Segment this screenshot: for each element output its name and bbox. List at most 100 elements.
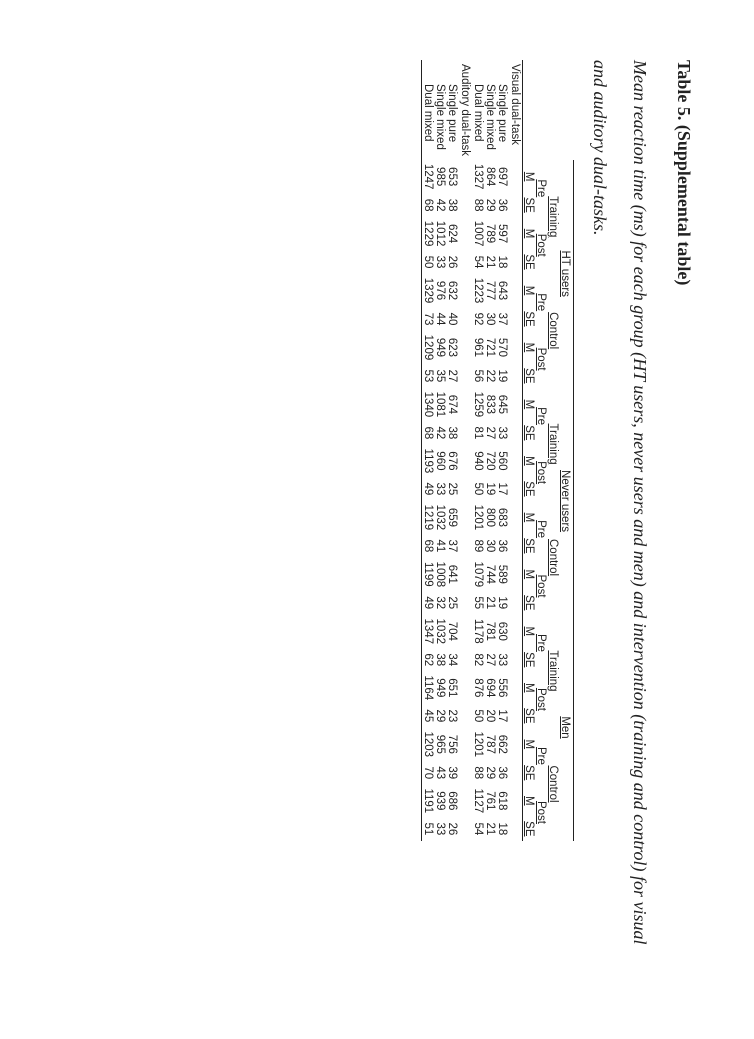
data-cell: 38 [446, 421, 458, 444]
data-cell: 641 [446, 558, 458, 592]
data-cell: 51 [421, 817, 434, 840]
control-header: Control [547, 501, 559, 615]
pre-header: Pre [535, 501, 547, 558]
se-header: SE [522, 477, 535, 500]
data-cell: 1191 [421, 784, 434, 817]
m-header: M [522, 388, 535, 422]
data-cell: 676 [446, 445, 458, 478]
pre-header: Pre [535, 388, 547, 445]
data-cell: 1340 [421, 388, 434, 422]
data-cell: 645 [496, 388, 508, 422]
data-cell: 27 [484, 421, 496, 444]
se-header: SE [522, 817, 535, 840]
data-cell: 949 [434, 671, 446, 704]
data-cell: 23 [446, 704, 458, 727]
data-cell: 1201 [472, 728, 484, 762]
data-cell: 556 [496, 671, 508, 704]
data-cell: 40 [446, 307, 458, 330]
data-cell: 589 [496, 558, 508, 592]
m-header: M [522, 671, 535, 704]
data-cell: 1229 [421, 217, 434, 251]
data-table: HT usersNever usersMenTrainingControlTra… [421, 60, 574, 841]
data-cell: 1199 [421, 558, 434, 592]
data-cell: 33 [496, 421, 508, 444]
data-cell: 26 [446, 250, 458, 273]
data-cell: 70 [421, 761, 434, 784]
data-cell: 49 [421, 591, 434, 614]
data-cell: 761 [484, 784, 496, 817]
data-cell: 50 [472, 477, 484, 500]
se-header: SE [522, 421, 535, 444]
data-cell: 68 [421, 421, 434, 444]
data-cell: 54 [472, 817, 484, 840]
se-header: SE [522, 534, 535, 557]
data-cell: 50 [472, 704, 484, 727]
data-cell: 26 [446, 817, 458, 840]
data-cell: 20 [484, 704, 496, 727]
data-cell: 82 [472, 648, 484, 671]
data-cell: 1247 [421, 160, 434, 194]
data-cell: 88 [472, 193, 484, 216]
data-cell: 21 [484, 817, 496, 840]
m-header: M [522, 445, 535, 478]
row-label: Dual mixed [472, 60, 484, 160]
data-cell: 721 [484, 331, 496, 365]
data-cell: 44 [434, 307, 446, 330]
header-blank [535, 60, 547, 160]
data-cell: 939 [434, 784, 446, 817]
data-cell: 720 [484, 445, 496, 478]
data-cell: 37 [496, 307, 508, 330]
data-cell: 1203 [421, 728, 434, 762]
data-cell: 54 [472, 250, 484, 273]
data-cell: 68 [421, 193, 434, 216]
data-cell: 683 [496, 501, 508, 535]
data-cell: 38 [446, 193, 458, 216]
data-cell: 62 [421, 648, 434, 671]
data-cell: 781 [484, 614, 496, 648]
data-cell: 789 [484, 217, 496, 251]
data-cell: 18 [496, 250, 508, 273]
data-cell: 686 [446, 784, 458, 817]
data-cell: 662 [496, 728, 508, 762]
post-header: Post [535, 784, 547, 840]
data-cell: 33 [434, 477, 446, 500]
data-cell: 42 [434, 421, 446, 444]
m-header: M [522, 274, 535, 308]
pre-header: Pre [535, 614, 547, 671]
se-header: SE [522, 704, 535, 727]
m-header: M [522, 501, 535, 535]
data-cell: 560 [496, 445, 508, 478]
data-cell: 55 [472, 591, 484, 614]
data-cell: 36 [496, 193, 508, 216]
data-cell: 41 [434, 534, 446, 557]
data-cell: 674 [446, 388, 458, 422]
data-cell: 1327 [472, 160, 484, 194]
row-label: Single pure [446, 60, 458, 160]
data-cell: 30 [484, 307, 496, 330]
data-cell: 33 [434, 250, 446, 273]
pre-header: Pre [535, 160, 547, 217]
data-cell: 50 [421, 250, 434, 273]
data-cell: 976 [434, 274, 446, 308]
data-cell: 53 [421, 364, 434, 387]
data-cell: 18 [496, 817, 508, 840]
data-cell: 37 [446, 534, 458, 557]
data-cell: 697 [496, 160, 508, 194]
pre-header: Pre [535, 728, 547, 785]
data-cell: 704 [446, 614, 458, 648]
data-cell: 1219 [421, 501, 434, 535]
data-cell: 25 [446, 591, 458, 614]
data-cell: 22 [484, 364, 496, 387]
data-cell: 787 [484, 728, 496, 762]
data-cell: 632 [446, 274, 458, 308]
data-cell: 21 [484, 250, 496, 273]
data-cell: 33 [434, 817, 446, 840]
data-cell: 17 [496, 704, 508, 727]
data-cell: 29 [484, 193, 496, 216]
training-header: Training [547, 388, 559, 501]
data-cell: 1329 [421, 274, 434, 308]
group-header: HT users [559, 160, 574, 388]
data-cell: 659 [446, 501, 458, 535]
data-cell: 1223 [472, 274, 484, 308]
data-cell: 1008 [434, 558, 446, 592]
